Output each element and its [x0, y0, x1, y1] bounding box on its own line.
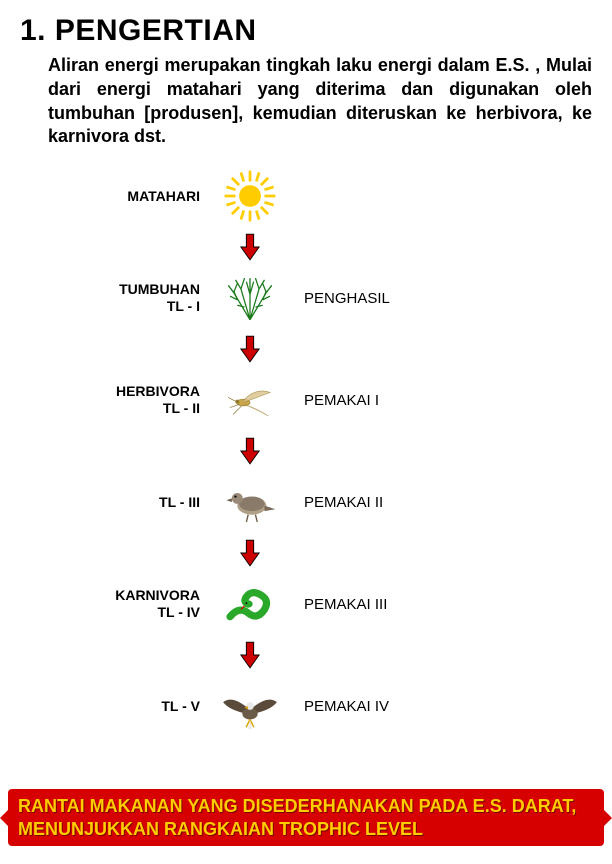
role-pemakai-1: PEMAKAI I — [290, 392, 450, 409]
body-paragraph: Aliran energi merupakan tingkah laku ene… — [48, 54, 592, 149]
heading-pengertian: 1. PENGERTIAN — [20, 14, 592, 48]
role-pemakai-3: PEMAKAI III — [290, 596, 450, 613]
role-pemakai-4: PEMAKAI IV — [290, 698, 450, 715]
role-pemakai-2: PEMAKAI II — [290, 494, 450, 511]
caption-banner: RANTAI MAKANAN YANG DISEDERHANAKAN PADA … — [8, 789, 604, 846]
arrow-1 — [210, 333, 290, 365]
arrow-4 — [210, 639, 290, 671]
eagle-icon — [210, 681, 290, 731]
label-herbivora: HERBIVORA TL - II — [90, 383, 210, 417]
chain-row-eagle: TL - V PEMAKAI IV — [90, 671, 550, 741]
sun-icon — [210, 167, 290, 225]
arrow-2 — [210, 435, 290, 467]
food-chain-diagram: MATAHARI — [90, 161, 550, 741]
label-tumbuhan: TUMBUHAN TL - I — [90, 281, 210, 315]
chain-row-bird: TL - III PEMAKAI II — [90, 467, 550, 537]
label-tl5: TL - V — [90, 698, 210, 715]
role-penghasil: PENGHASIL — [290, 290, 450, 307]
chain-row-plant: TUMBUHAN TL - I PENGHASIL — [90, 263, 550, 333]
chain-row-snake: KARNIVORA TL - IV PEMAKAI III — [90, 569, 550, 639]
plant-icon — [210, 272, 290, 324]
chain-row-insect: HERBIVORA TL - II PEMAKAI I — [90, 365, 550, 435]
chain-row-sun: MATAHARI — [90, 161, 550, 231]
insect-icon — [210, 377, 290, 423]
bird-icon — [210, 480, 290, 524]
label-matahari: MATAHARI — [90, 188, 210, 205]
label-karnivora: KARNIVORA TL - IV — [90, 587, 210, 621]
snake-icon — [210, 580, 290, 628]
arrow-3 — [210, 537, 290, 569]
label-tl3: TL - III — [90, 494, 210, 511]
caption-text: RANTAI MAKANAN YANG DISEDERHANAKAN PADA … — [18, 795, 594, 840]
arrow-0 — [210, 231, 290, 263]
